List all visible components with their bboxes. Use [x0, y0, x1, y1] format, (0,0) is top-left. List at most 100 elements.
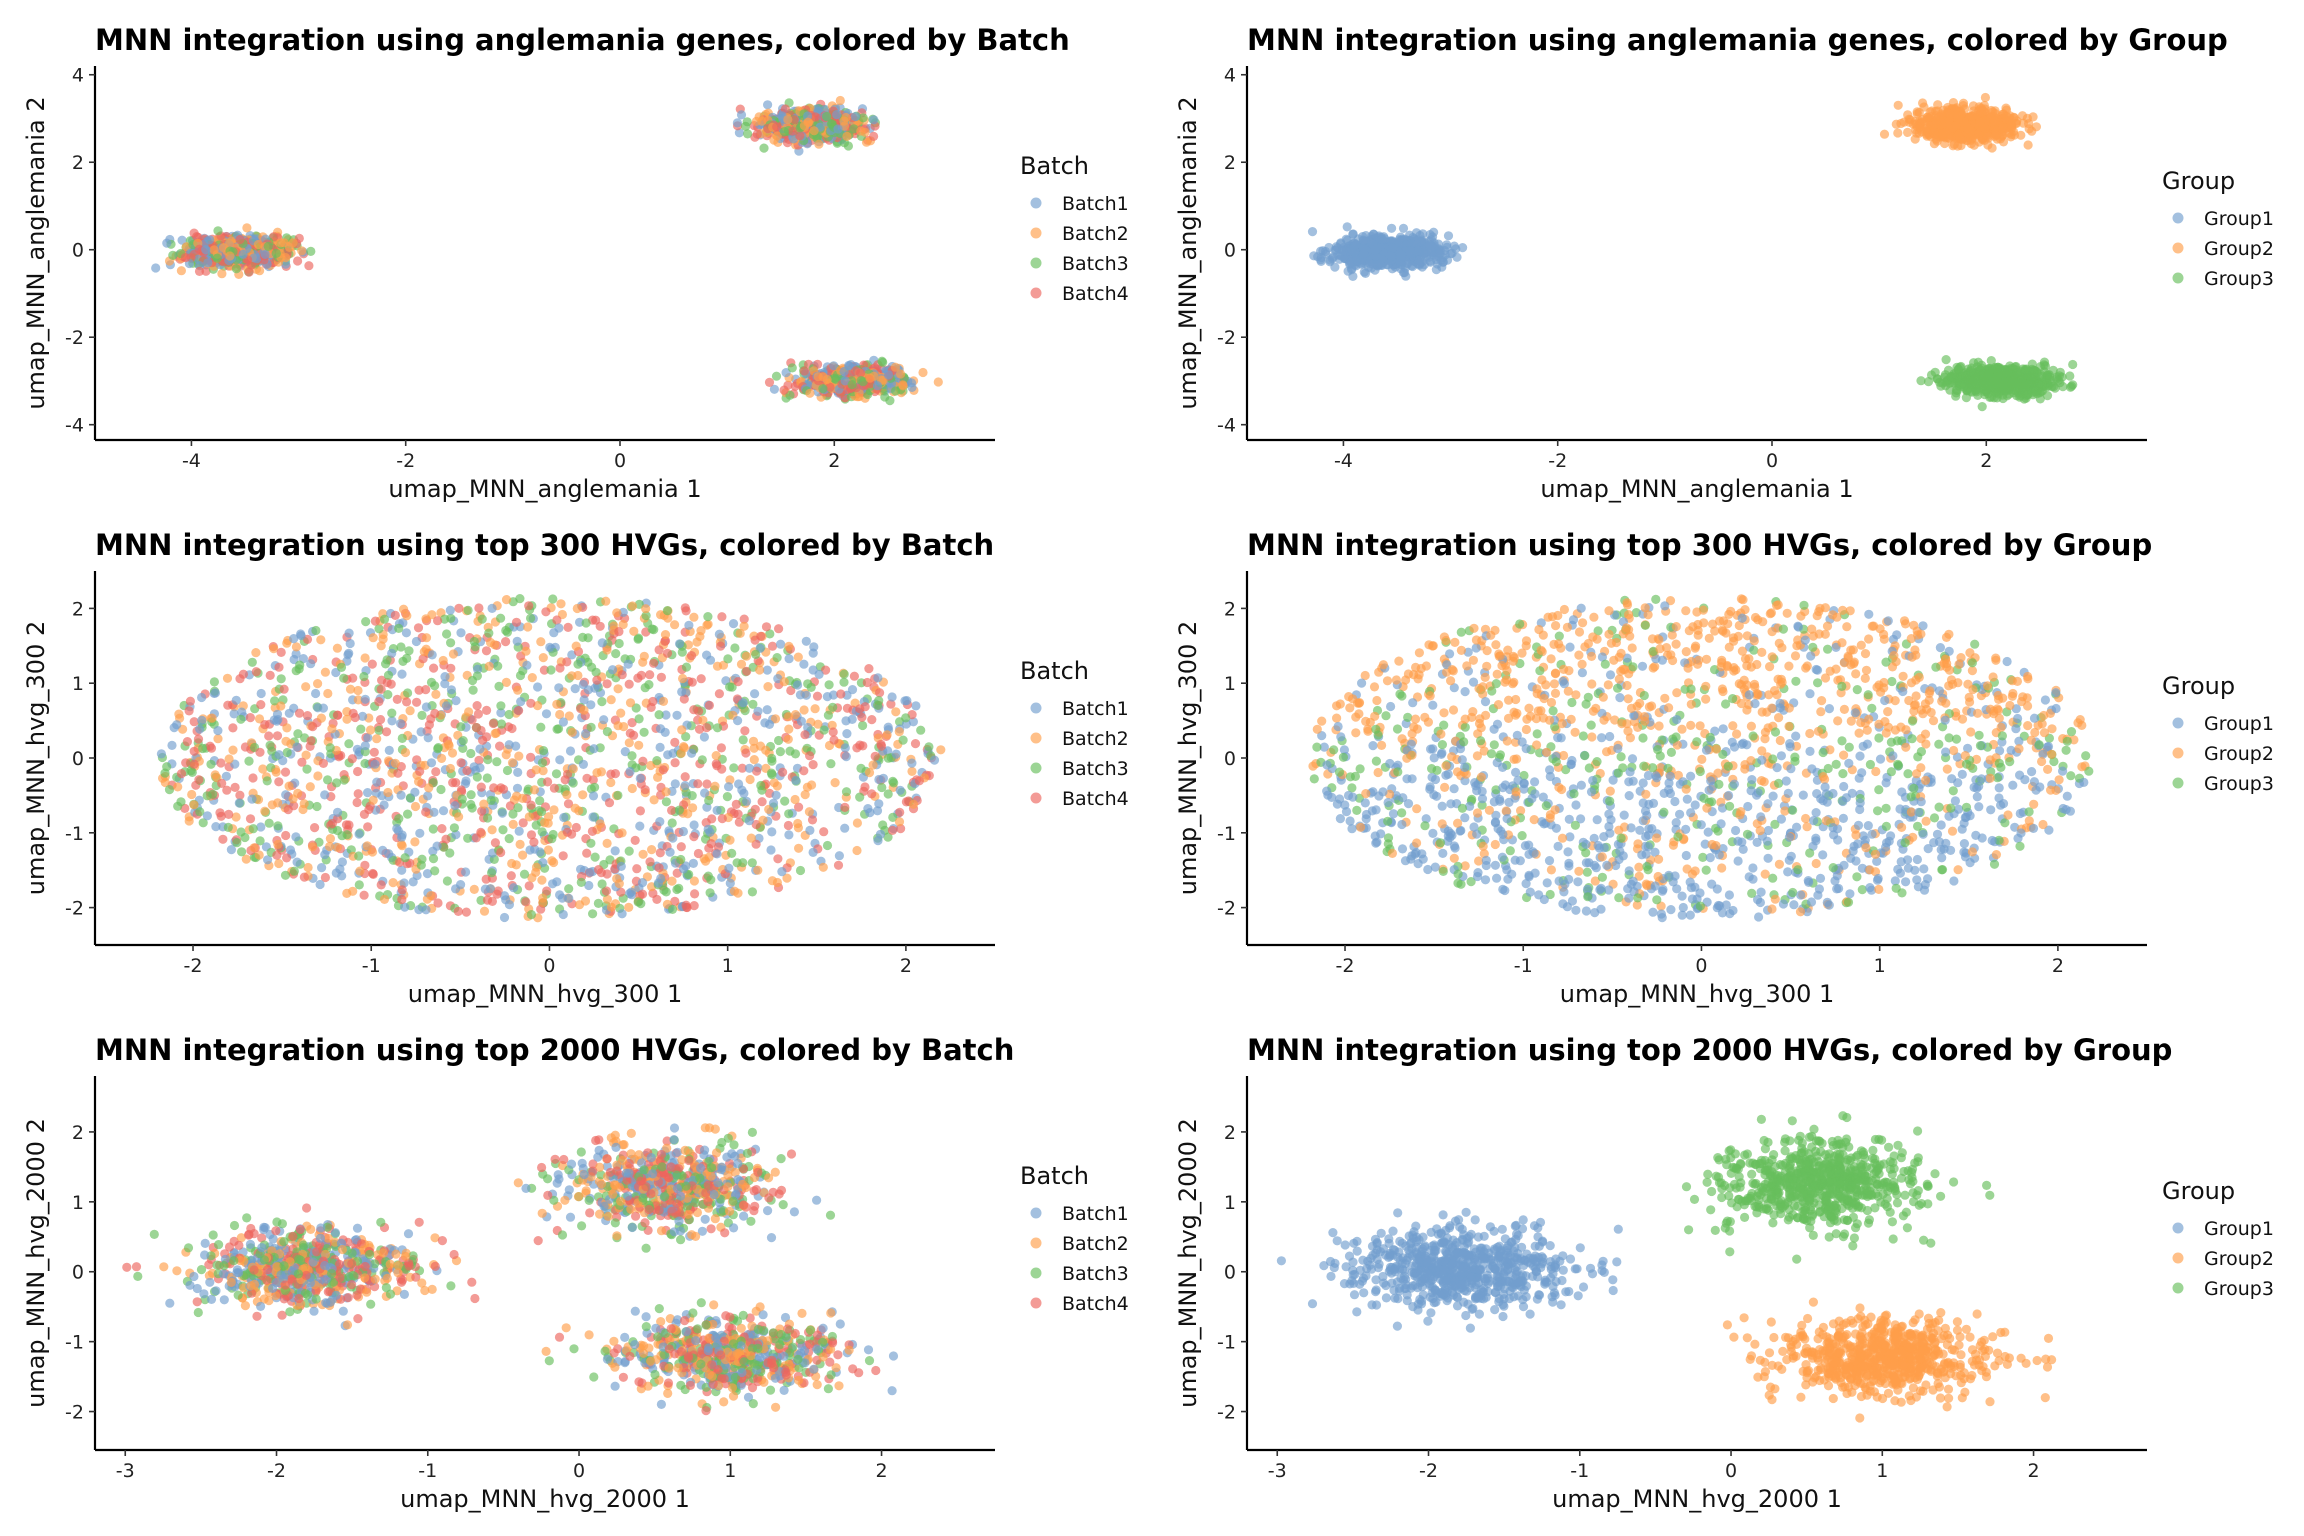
y-axis-label: umap_MNN_anglemania 2	[1174, 96, 1202, 409]
point-batch2	[231, 812, 241, 822]
point-group1	[1351, 239, 1361, 250]
point-group1	[1370, 265, 1380, 275]
point-group1	[1406, 239, 1416, 249]
point-batch1	[799, 659, 809, 669]
point-group3	[2007, 378, 2017, 389]
point-batch2	[754, 112, 764, 122]
point-batch3	[858, 113, 868, 123]
point-group3	[1951, 388, 1961, 398]
point-batch1	[829, 361, 839, 371]
point-group2	[1963, 123, 1973, 134]
points-layer	[151, 95, 943, 406]
point-group2	[1893, 100, 1903, 110]
point-batch1	[487, 603, 497, 613]
point-group1	[1365, 258, 1375, 268]
point-batch3	[654, 710, 664, 720]
point-batch2	[813, 719, 823, 729]
point-batch4	[772, 122, 782, 132]
point-batch1	[833, 124, 843, 134]
point-group1	[1398, 223, 1409, 233]
point-batch3	[515, 670, 526, 681]
point-group2	[1948, 141, 1958, 151]
point-batch4	[376, 684, 386, 694]
point-batch2	[303, 862, 313, 873]
point-batch2	[704, 852, 714, 862]
point-batch3	[743, 129, 753, 139]
point-group2	[1955, 134, 1965, 144]
point-group1	[1458, 243, 1468, 253]
points-layer	[156, 594, 946, 923]
point-batch1	[456, 880, 466, 890]
legend-entry-batch4: Batch4	[1062, 283, 1129, 305]
point-batch3	[818, 384, 828, 394]
point-batch2	[735, 628, 745, 638]
point-batch4	[539, 665, 550, 675]
point-group2	[1973, 106, 1984, 116]
legend-title: Group	[2162, 167, 2235, 195]
point-batch2	[348, 886, 358, 896]
point-group3	[2031, 387, 2041, 397]
point-group1	[1425, 240, 1435, 250]
point-batch4	[412, 697, 422, 707]
chart-title: MNN integration using anglemania genes, …	[95, 23, 1070, 57]
point-group3	[2012, 368, 2022, 378]
point-group1	[1418, 229, 1428, 239]
point-group1	[1398, 267, 1409, 278]
point-batch4	[302, 711, 313, 721]
point-batch2	[803, 117, 813, 127]
point-batch4	[774, 624, 784, 634]
point-batch1	[908, 717, 919, 727]
point-batch4	[734, 817, 744, 827]
point-batch4	[367, 659, 377, 669]
point-batch3	[466, 748, 476, 759]
point-batch2	[602, 894, 613, 904]
x-tick-label: -4	[1334, 450, 1353, 472]
point-batch2	[805, 388, 815, 398]
point-batch3	[354, 880, 364, 890]
point-batch2	[898, 381, 908, 391]
point-group3	[2039, 367, 2049, 377]
point-batch3	[780, 796, 790, 806]
point-batch2	[748, 736, 759, 746]
point-batch3	[661, 887, 671, 897]
point-batch4	[280, 767, 291, 777]
point-batch1	[832, 110, 842, 120]
point-batch3	[916, 725, 926, 735]
point-batch2	[667, 876, 677, 886]
point-batch1	[320, 790, 330, 800]
point-batch3	[374, 624, 384, 634]
legend-entry-group2: Group2	[2204, 238, 2274, 260]
point-batch2	[225, 251, 235, 261]
point-batch1	[809, 642, 819, 652]
point-group1	[1414, 255, 1424, 265]
point-group3	[2065, 382, 2076, 392]
point-batch2	[176, 266, 186, 276]
point-batch3	[442, 629, 452, 639]
point-batch3	[826, 119, 837, 129]
point-group1	[1309, 251, 1319, 261]
point-group2	[2024, 124, 2034, 134]
point-batch1	[883, 370, 894, 380]
scatter-plot: MNN integration using anglemania genes, …	[1174, 23, 2274, 503]
point-batch4	[310, 823, 320, 833]
point-batch1	[226, 845, 236, 855]
point-batch1	[514, 826, 524, 836]
point-batch3	[536, 722, 546, 732]
point-batch1	[315, 879, 325, 890]
point-batch2	[437, 753, 447, 763]
point-group3	[2068, 359, 2078, 370]
point-batch3	[537, 827, 547, 837]
point-group3	[1949, 373, 1960, 383]
point-group2	[1958, 98, 1969, 108]
point-group2	[1979, 100, 1989, 111]
point-batch3	[404, 646, 414, 656]
point-batch1	[620, 747, 630, 757]
point-group3	[1980, 384, 1990, 394]
point-batch2	[529, 785, 540, 795]
point-group3	[1932, 374, 1943, 384]
scatter-plot: MNN integration using anglemania genes, …	[22, 23, 1129, 503]
legend-swatch	[2172, 272, 2184, 284]
point-batch2	[253, 239, 263, 250]
point-batch2	[217, 269, 227, 279]
point-group1	[1425, 256, 1435, 266]
